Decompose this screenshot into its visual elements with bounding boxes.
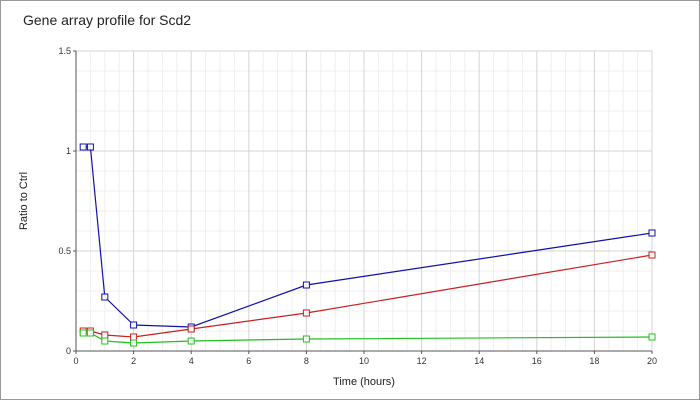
- axes: [73, 50, 653, 354]
- y-tick-label: 1: [66, 146, 71, 156]
- series-layer: [79, 143, 656, 347]
- data-point-3: [79, 329, 87, 337]
- x-tick-label: 0: [73, 356, 78, 366]
- data-point-1: [648, 229, 656, 237]
- x-tick-label: 4: [189, 356, 194, 366]
- chart-title: Gene array profile for Scd2: [23, 12, 192, 28]
- data-point-3: [302, 335, 310, 343]
- y-tick-label: 1.5: [58, 46, 71, 56]
- x-tick-label: 12: [417, 356, 427, 366]
- data-point-3: [187, 337, 195, 345]
- y-axis-label: Ratio to Ctrl: [18, 172, 30, 230]
- data-point-1: [101, 293, 109, 301]
- tick-labels: 0 2 4 6 8 10 12 14 16 18 20 0 0.5 1 1.5: [58, 46, 657, 366]
- x-tick-label: 10: [359, 356, 369, 366]
- x-tick-label: 18: [589, 356, 599, 366]
- data-point-2: [648, 251, 656, 259]
- data-point-3: [648, 333, 656, 341]
- data-point-3: [101, 337, 109, 345]
- x-tick-label: 6: [246, 356, 251, 366]
- minor-gridlines: [76, 51, 652, 351]
- y-tick-label: 0: [66, 346, 71, 356]
- data-point-1: [302, 281, 310, 289]
- x-tick-label: 8: [304, 356, 309, 366]
- x-tick-label: 2: [131, 356, 136, 366]
- data-point-3: [130, 339, 138, 347]
- data-point-1: [79, 143, 87, 151]
- y-tick-label: 0.5: [58, 246, 71, 256]
- data-point-3: [86, 329, 94, 337]
- data-point-2: [101, 331, 109, 339]
- x-tick-label: 20: [647, 356, 657, 366]
- data-point-2: [187, 325, 195, 333]
- x-tick-label: 14: [474, 356, 484, 366]
- data-point-2: [130, 333, 138, 341]
- data-point-1: [130, 321, 138, 329]
- x-axis-label: Time (hours): [333, 376, 395, 388]
- data-point-1: [86, 143, 94, 151]
- x-tick-label: 16: [532, 356, 542, 366]
- data-point-2: [302, 309, 310, 317]
